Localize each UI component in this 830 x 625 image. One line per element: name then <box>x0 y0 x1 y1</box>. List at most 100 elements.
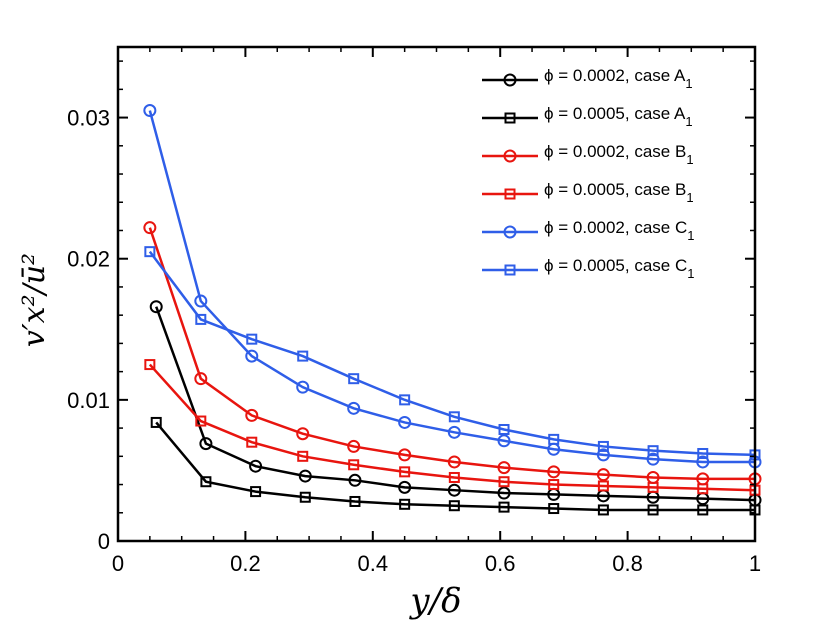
data-point <box>144 359 156 371</box>
data-point <box>349 495 361 507</box>
data-point <box>596 468 610 482</box>
legend-label: ϕ = 0.0002, case C1 <box>544 218 694 243</box>
legend-subscript: 1 <box>685 114 692 129</box>
series-1 <box>149 300 762 507</box>
data-point <box>149 300 163 314</box>
series-3 <box>143 221 762 486</box>
data-point <box>646 452 660 466</box>
data-point <box>296 380 310 394</box>
legend-entry: ϕ = 0.0005, case C1 <box>482 256 694 281</box>
series-line <box>148 363 756 492</box>
data-point <box>597 480 609 492</box>
data-point <box>195 313 207 325</box>
data-point <box>647 504 659 516</box>
legend-marker <box>504 188 516 200</box>
data-point <box>498 423 510 435</box>
series-line <box>148 110 755 464</box>
y-tick-label: 0.03 <box>67 106 110 131</box>
data-point <box>448 500 460 512</box>
x-tick-label: 0 <box>112 551 124 576</box>
data-point <box>399 498 411 510</box>
legend-subscript: 1 <box>686 152 693 167</box>
data-point <box>194 372 208 386</box>
x-tick-label: 0.2 <box>230 551 261 576</box>
data-point <box>497 486 511 500</box>
data-point <box>548 503 560 515</box>
legend-marker <box>503 225 517 239</box>
data-point <box>348 473 362 487</box>
data-point <box>200 476 212 488</box>
x-tick-label: 1 <box>749 551 761 576</box>
data-point <box>399 466 411 478</box>
series-line <box>148 250 756 457</box>
data-point <box>348 373 360 385</box>
legend-marker <box>503 149 517 163</box>
data-point <box>299 491 311 503</box>
series-4 <box>144 359 761 496</box>
x-tick-label: 0.4 <box>358 551 389 576</box>
y-axis-title: v′x²/ū² <box>17 253 52 347</box>
data-point <box>547 465 561 479</box>
data-point <box>448 411 460 423</box>
legend-label: ϕ = 0.0002, case A1 <box>544 66 693 91</box>
data-point <box>647 445 659 457</box>
data-point <box>144 246 156 258</box>
legend-label: ϕ = 0.0002, case B1 <box>544 142 694 167</box>
data-point <box>597 504 609 516</box>
data-point <box>245 349 259 363</box>
legend-label: ϕ = 0.0005, case A1 <box>544 104 693 129</box>
series-2 <box>150 416 761 516</box>
data-point <box>150 416 162 428</box>
data-point <box>447 425 461 439</box>
legend-subscript: 1 <box>685 76 692 91</box>
y-tick-label: 0.02 <box>67 247 110 272</box>
y-tick-label: 0 <box>98 529 110 554</box>
data-point <box>647 481 659 493</box>
x-axis-title: y/δ <box>408 581 461 621</box>
legend-entry: ϕ = 0.0002, case B1 <box>482 142 694 167</box>
y-tick-label: 0.01 <box>67 388 110 413</box>
series-5 <box>143 104 762 469</box>
data-point <box>246 333 258 345</box>
series-layer <box>143 104 762 516</box>
data-point <box>298 469 312 483</box>
data-point <box>697 483 709 495</box>
x-tick-label: 0.8 <box>612 551 643 576</box>
legend-subscript: 1 <box>687 266 694 281</box>
legend-entry: ϕ = 0.0002, case A1 <box>482 66 693 91</box>
data-point <box>697 504 709 516</box>
data-point <box>498 476 510 488</box>
data-point <box>143 104 157 118</box>
svg-text:v′x²/ū²: v′x²/ū² <box>17 253 52 347</box>
data-point <box>497 434 511 448</box>
series-line <box>155 306 756 502</box>
data-point <box>597 440 609 452</box>
data-point <box>194 294 208 308</box>
legend-marker <box>503 73 517 87</box>
data-point <box>195 415 207 427</box>
data-point <box>297 450 309 462</box>
series-line <box>148 227 755 481</box>
data-point <box>398 448 412 462</box>
legend-subscript: 1 <box>687 228 694 243</box>
legend: ϕ = 0.0002, case A1 ϕ = 0.0005, case A1 ϕ … <box>482 66 694 281</box>
data-point <box>497 461 511 475</box>
data-point <box>347 439 361 453</box>
data-point <box>296 427 310 441</box>
data-point <box>347 401 361 415</box>
data-point <box>398 480 412 494</box>
data-point <box>696 455 710 469</box>
data-point <box>596 448 610 462</box>
legend-entry: ϕ = 0.0005, case B1 <box>482 180 694 205</box>
data-point <box>250 486 262 498</box>
data-point <box>249 459 263 473</box>
data-point <box>447 455 461 469</box>
data-point <box>246 436 258 448</box>
data-point <box>447 483 461 497</box>
data-point <box>548 433 560 445</box>
data-point <box>448 471 460 483</box>
data-point <box>199 437 213 451</box>
data-point <box>245 408 259 422</box>
legend-entry: ϕ = 0.0002, case C1 <box>482 218 694 243</box>
